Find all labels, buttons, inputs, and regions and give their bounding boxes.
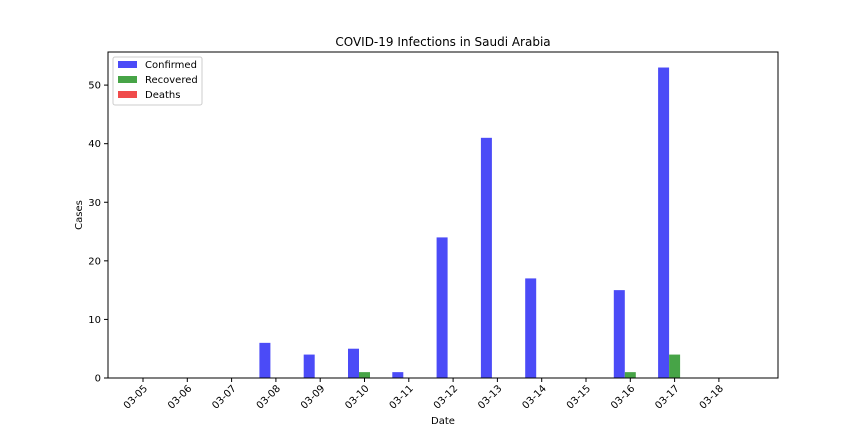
x-tick-label: 03-06 [166, 383, 194, 411]
x-tick-label: 03-16 [609, 383, 637, 411]
y-tick-label: 30 [88, 198, 101, 209]
y-tick-label: 0 [95, 374, 101, 385]
x-tick-label: 03-08 [255, 383, 283, 411]
bar-confirmed-03-10 [348, 348, 359, 378]
x-tick-label: 03-05 [122, 383, 150, 411]
bar-confirmed-03-17 [658, 67, 670, 379]
x-tick-label: 03-10 [343, 383, 371, 411]
legend-label-recovered: Recovered [145, 75, 198, 86]
y-tick-label: 40 [88, 139, 101, 150]
bar-confirmed-03-14 [525, 278, 537, 378]
y-axis: 0 10 20 30 40 50 [88, 81, 108, 385]
bar-confirmed-03-16 [613, 290, 625, 378]
legend-swatch-recovered [118, 76, 137, 83]
chart-title: COVID-19 Infections in Saudi Arabia [335, 35, 550, 49]
x-axis-label: Date [431, 416, 455, 427]
legend-swatch-confirmed [118, 61, 137, 68]
legend: Confirmed Recovered Deaths [112, 56, 203, 106]
x-tick-label: 03-15 [565, 383, 593, 411]
x-tick-label: 03-07 [210, 383, 238, 411]
y-tick-label: 10 [88, 315, 101, 326]
bar-confirmed-03-08 [259, 342, 271, 378]
x-axis: 03-05 03-06 03-07 03-08 03-09 03-10 03-11 03-12… [122, 378, 726, 412]
legend-swatch-deaths [118, 91, 137, 98]
bar-recovered-03-10 [359, 372, 370, 378]
x-tick-label: 03-11 [388, 383, 416, 411]
bar-confirmed-03-13 [480, 137, 492, 378]
bar-recovered-03-16 [624, 372, 636, 378]
y-tick-label: 20 [88, 256, 101, 267]
bar-confirmed-03-11 [392, 372, 404, 378]
x-tick-label: 03-13 [476, 383, 504, 411]
legend-label-deaths: Deaths [145, 90, 180, 101]
bar-recovered-03-17 [669, 354, 681, 378]
x-tick-label: 03-17 [653, 383, 681, 411]
bar-confirmed-03-09 [303, 354, 315, 378]
x-tick-label: 03-09 [299, 383, 327, 411]
x-tick-label: 03-14 [520, 383, 548, 411]
plot-frame [107, 51, 779, 379]
x-tick-label: 03-12 [432, 383, 460, 411]
x-tick-label: 03-18 [698, 383, 726, 411]
plot-area [259, 67, 681, 379]
legend-label-confirmed: Confirmed [145, 60, 197, 71]
y-axis-label: Cases [74, 200, 85, 230]
bar-confirmed-03-12 [436, 237, 448, 378]
y-tick-label: 50 [88, 81, 101, 92]
